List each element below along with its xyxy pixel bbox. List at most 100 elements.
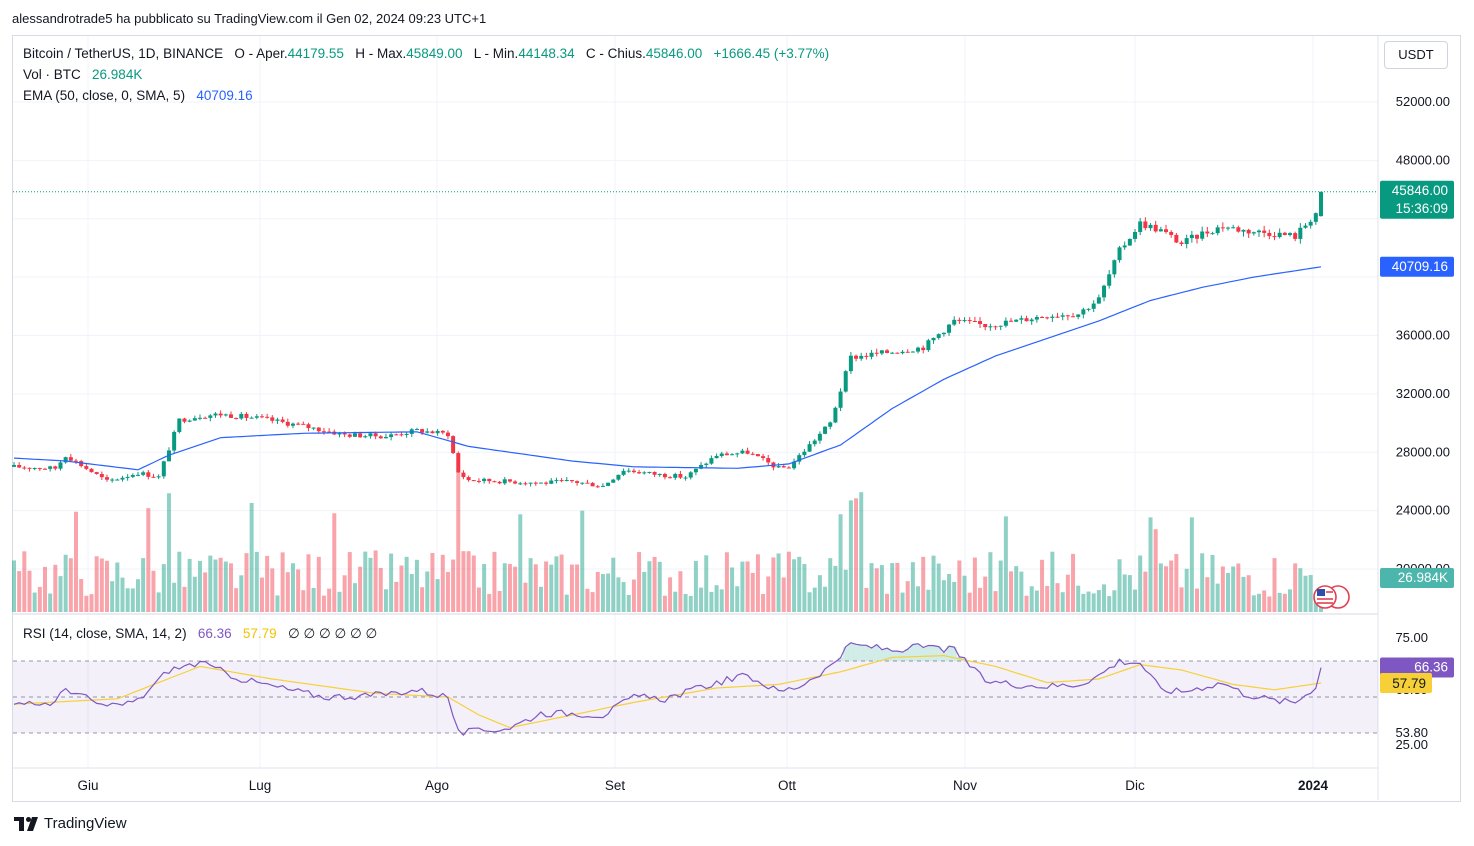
volume-bar: [735, 586, 740, 612]
candle-body: [445, 432, 450, 437]
volume-bar: [58, 576, 63, 612]
volume-bar: [487, 594, 492, 612]
volume-bar: [538, 586, 543, 612]
candle-body: [564, 480, 569, 482]
volume-bar: [301, 590, 306, 612]
volume-bar: [528, 558, 533, 612]
candle-body: [668, 477, 673, 479]
candle-body: [735, 453, 740, 455]
volume-bar: [389, 553, 394, 612]
candle-body: [854, 355, 859, 359]
candle-body: [1236, 227, 1241, 232]
volume-bar: [1076, 585, 1081, 612]
candle-body: [1071, 316, 1076, 318]
candle-body: [110, 479, 115, 481]
rsi-legend[interactable]: RSI (14, close, SMA, 14, 2) 66.36 57.79 …: [23, 626, 377, 642]
open-label: O - Aper.: [234, 46, 288, 61]
candle-body: [218, 413, 223, 416]
volume-bar: [683, 593, 688, 612]
rsi-line: [13, 642, 1322, 737]
candle-body: [1122, 245, 1127, 248]
volume-bar: [1251, 595, 1256, 612]
volume-bar: [585, 588, 590, 612]
candle-body: [611, 479, 616, 483]
candle-body: [1024, 318, 1029, 322]
volume-bar: [430, 552, 435, 612]
volume-bar: [1055, 583, 1060, 612]
candle-body: [549, 480, 554, 484]
volume-bar: [1200, 553, 1205, 612]
volume-bar: [451, 559, 456, 612]
volume-bar: [73, 511, 78, 612]
volume-bar: [213, 559, 218, 612]
symbol-legend[interactable]: Bitcoin / TetherUS, 1D, BINANCE O - Aper…: [23, 46, 829, 61]
price-tick-label: 48000.00: [1396, 152, 1450, 167]
rsi-sma-badge-box: [1380, 672, 1432, 693]
volume-bar: [812, 587, 817, 612]
chart-frame[interactable]: [12, 35, 1461, 802]
currency-button[interactable]: USDT: [1384, 41, 1448, 69]
volume-bar: [1138, 555, 1143, 612]
volume-bar: [745, 561, 750, 612]
volume-bar: [187, 558, 192, 612]
volume-bar: [719, 589, 724, 612]
volume-bar: [564, 594, 569, 612]
candle-body: [203, 417, 208, 419]
candle-body: [435, 430, 440, 434]
candle-body: [616, 474, 621, 480]
candle-body: [941, 332, 946, 335]
candle-body: [125, 476, 130, 478]
volume-bar: [27, 570, 32, 612]
tradingview-footer[interactable]: TradingView: [14, 815, 127, 832]
volume-bar: [316, 556, 321, 612]
rsi-overbought-slice: [863, 645, 869, 661]
volume-bar: [1127, 575, 1132, 612]
volume-bar: [125, 588, 130, 612]
volume-bar: [270, 568, 275, 612]
volume-legend[interactable]: Vol · BTC 26.984K: [23, 67, 142, 82]
volume-bar: [1303, 575, 1308, 612]
volume-bar: [1102, 584, 1107, 612]
candle-body: [812, 440, 817, 445]
ema-legend[interactable]: EMA (50, close, 0, SMA, 5) 40709.16: [23, 88, 253, 103]
candle-body: [1200, 231, 1205, 239]
volume-bar: [983, 576, 988, 612]
volume-bar: [445, 571, 450, 612]
volume-bar: [1117, 559, 1122, 612]
high-label: H - Max.: [355, 46, 407, 61]
volume-bar: [668, 577, 673, 612]
us-flag-icons: [1313, 585, 1350, 609]
volume-bar: [42, 566, 47, 612]
volume-bar: [828, 558, 833, 612]
candle-body: [1138, 221, 1143, 232]
volume-bar: [290, 563, 295, 612]
candle-body: [792, 461, 797, 469]
rsi-overbought-slice: [853, 644, 859, 661]
volume-bar: [709, 591, 714, 612]
candle-body: [321, 431, 326, 433]
volume-bar: [1019, 571, 1024, 612]
volume-bar: [1034, 590, 1039, 612]
candle-body: [337, 432, 342, 435]
volume-bar: [838, 514, 843, 612]
candle-body: [786, 467, 791, 469]
volume-label: Vol · BTC: [23, 67, 81, 82]
candle-body: [1220, 227, 1225, 229]
candle-body: [84, 466, 89, 469]
volume-bar: [254, 551, 259, 612]
rsi-overbought-slice: [837, 657, 844, 661]
candle-body: [874, 352, 879, 354]
candle-body: [1086, 308, 1091, 310]
candle-body: [921, 347, 926, 351]
volume-bar: [1148, 517, 1153, 612]
candle-body: [1107, 274, 1112, 286]
rsi-sma-badge-text: 57.79: [1392, 676, 1426, 691]
candle-body: [492, 481, 497, 483]
volume-bar: [554, 556, 559, 612]
volume-bar: [456, 473, 461, 612]
candle-body: [967, 320, 972, 322]
volume-bar: [885, 593, 890, 612]
rsi-tick-label: 25.00: [1395, 737, 1428, 752]
